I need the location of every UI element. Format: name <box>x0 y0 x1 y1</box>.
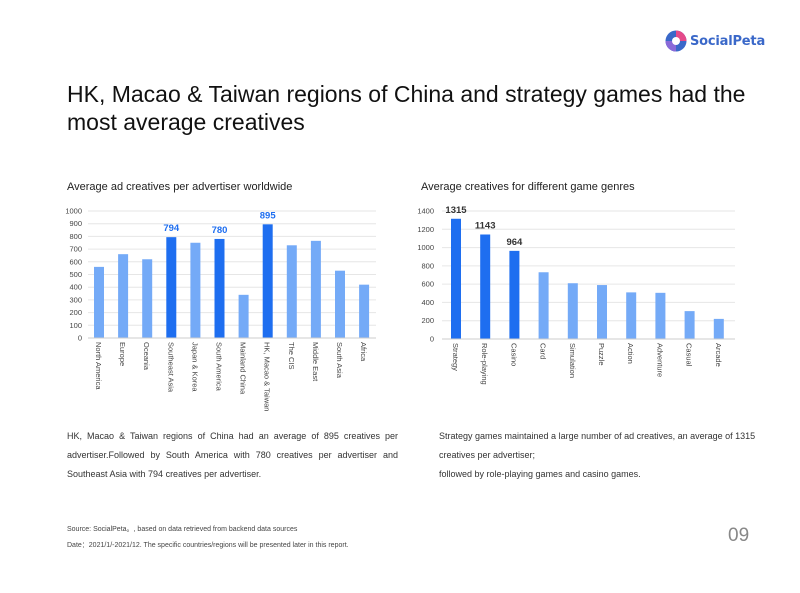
brand-logo: SocialPeta <box>665 29 765 53</box>
regions-bar <box>238 294 249 338</box>
regions-value-label: 895 <box>260 210 277 221</box>
regions-y-tick-label: 900 <box>69 219 82 228</box>
regions-value-label: 794 <box>163 223 180 234</box>
regions-y-tick-label: 100 <box>69 321 82 330</box>
genres-y-tick-label: 400 <box>421 298 434 307</box>
regions-bar <box>142 259 153 338</box>
regions-y-tick-label: 500 <box>69 270 82 279</box>
genres-value-label: 964 <box>506 237 523 248</box>
genres-category-label: Role-playing <box>480 343 489 385</box>
regions-y-tick-label: 1000 <box>65 207 82 216</box>
regions-y-tick-label: 600 <box>69 257 82 266</box>
genres-y-tick-label: 0 <box>430 335 434 344</box>
regions-y-tick-label: 800 <box>69 232 82 241</box>
regions-bar <box>190 242 201 338</box>
genres-category-label: Casino <box>509 343 518 366</box>
regions-bar <box>166 237 177 338</box>
genres-y-tick-label: 1200 <box>417 225 434 234</box>
genres-value-label: 1315 <box>445 205 467 216</box>
genres-bar <box>684 311 695 339</box>
regions-category-label: Oceania <box>142 342 151 371</box>
genres-category-label: Card <box>539 343 548 359</box>
genres-category-label: Puzzle <box>597 343 606 366</box>
regions-y-tick-label: 200 <box>69 308 82 317</box>
regions-category-label: Africa <box>359 342 368 362</box>
description-genres-line-1: Strategy games maintained a large number… <box>439 431 756 460</box>
regions-category-label: North America <box>94 342 103 390</box>
genres-bar <box>538 272 549 339</box>
genres-category-label: Strategy <box>451 343 460 371</box>
genres-bar <box>451 218 461 339</box>
genres-bar <box>567 283 578 339</box>
date-note: Date：2021/1/-2021/12. The specific count… <box>67 542 349 549</box>
regions-y-tick-label: 400 <box>69 283 82 292</box>
regions-bar <box>286 245 297 338</box>
regions-category-label: Japan & Korea <box>190 342 199 392</box>
regions-category-label: Middle East <box>311 342 320 382</box>
regions-category-label: Europe <box>118 342 127 366</box>
regions-y-tick-label: 700 <box>69 245 82 254</box>
socialpeta-logo-icon <box>665 30 687 52</box>
regions-bar <box>335 270 345 338</box>
genres-bar <box>713 318 724 339</box>
genres-y-tick-label: 1400 <box>417 207 434 216</box>
genres-y-tick-label: 600 <box>421 280 434 289</box>
regions-category-label: South Asia <box>335 342 344 379</box>
genres-y-tick-label: 1000 <box>417 243 434 252</box>
description-genres: Strategy games maintained a large number… <box>439 427 759 484</box>
logo-text: SocialPeta <box>690 33 766 49</box>
source-note: Source: SocialPeta。, based on data retri… <box>67 526 298 533</box>
genres-category-label: Adventure <box>655 343 664 377</box>
genres-bar <box>480 234 491 339</box>
genres-value-label: 1143 <box>475 220 496 231</box>
regions-bar <box>214 238 225 338</box>
genres-category-label: Arcade <box>714 343 723 367</box>
page-number: 09 <box>728 525 750 546</box>
genres-y-tick-label: 800 <box>421 261 434 270</box>
genres-category-label: Casual <box>685 343 694 367</box>
regions-y-tick-label: 0 <box>78 334 82 343</box>
regions-y-tick-label: 300 <box>69 295 82 304</box>
genres-bar <box>655 292 666 339</box>
genres-y-tick-label: 200 <box>421 316 434 325</box>
regions-category-label: Southeast Asia <box>166 342 175 393</box>
chart-title-regions: Average ad creatives per advertiser worl… <box>67 181 293 193</box>
genres-category-label: Action <box>626 343 635 364</box>
regions-bar <box>262 224 273 338</box>
regions-bar <box>359 284 370 338</box>
page-title: HK, Macao & Taiwan regions of China and … <box>67 81 746 135</box>
regions-category-label: HK, Macao & Taiwan <box>263 342 272 411</box>
chart-title-genres: Average creatives for different game gen… <box>421 181 635 193</box>
genres-bar <box>509 250 520 339</box>
regions-category-label: The CIS <box>287 342 296 370</box>
regions-bar <box>94 266 104 338</box>
regions-bar <box>118 254 129 338</box>
description-genres-line-2: followed by role-playing games and casin… <box>439 469 641 479</box>
regions-bar <box>310 240 321 338</box>
genres-bar <box>597 285 607 339</box>
genres-category-label: Simulation <box>568 343 577 378</box>
regions-category-label: South America <box>215 342 224 392</box>
regions-category-label: Mainland China <box>239 342 248 395</box>
regions-value-label: 780 <box>212 225 228 236</box>
description-regions: HK, Macao & Taiwan regions of China had … <box>67 431 398 479</box>
genres-bar <box>626 292 637 339</box>
